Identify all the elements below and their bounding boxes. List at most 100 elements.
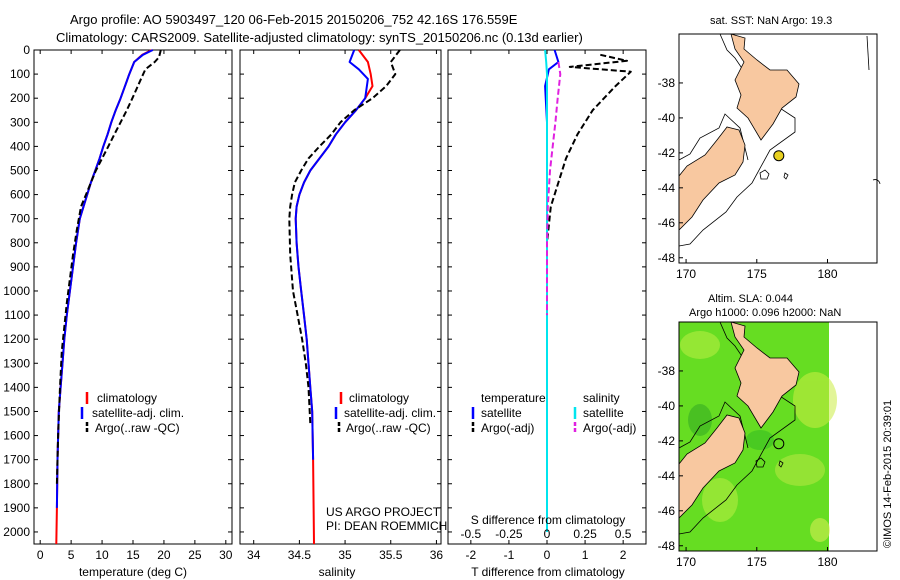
map-y-tick-label: -40 [658,111,676,125]
y-tick-label: 300 [10,115,30,129]
map-y-tick-label: -44 [658,181,676,195]
y-tick-label: 700 [10,212,30,226]
map-y-tick-label: -42 [658,434,676,448]
legend-label-climatology: climatology [349,391,409,405]
y-tick-label: 1400 [3,380,30,394]
map-x-tick-label: 175 [747,555,767,569]
south-island [678,414,746,519]
y-tick-label: 1300 [3,356,30,370]
x-tick-label: 0 [544,548,551,562]
s-diff-tick-label: 0.5 [615,527,632,541]
map-x-tick-label: 180 [817,555,837,569]
sst-map-chatham-outlines [759,169,881,185]
sst-map-panel: sat. SST: NaN Argo: 19.3 170 175 180 -38 -40… [658,15,881,281]
north-island [730,321,800,429]
y-tick-label: 800 [10,236,30,250]
legend-label-satellite-adj: satellite-adj. clim. [344,406,436,420]
x-tick-label: -1 [504,548,515,562]
x-tick-label: 1 [582,548,589,562]
x-tick-label: 34.5 [288,548,312,562]
salinity-plot-area: 34 34.5 35 35.5 36 [240,49,444,562]
series-climatology [294,49,374,545]
x-tick-label: 25 [188,548,202,562]
x-tick-label: 20 [157,548,171,562]
difference-plot-area: -2 -1 0 1 2 [448,49,646,562]
sst-float-marker [773,150,785,162]
salinity-legend: climatology satellite-adj. clim. Argo(..… [334,391,436,435]
sst-map-depth-contour [678,33,870,247]
difference-s-tick-labels: -0.5 -0.25 0 0.25 0.5 [461,527,632,541]
y-tick-label: 1600 [3,429,30,443]
sla-field-anomalies [680,331,837,542]
x-tick-label: 34 [247,548,261,562]
credit-project: US ARGO PROJECT [326,505,441,519]
temperature-panel: 0100200300400500600700800900100011001200… [3,43,233,579]
y-tick-label: 500 [10,163,30,177]
s-diff-tick-label: -0.25 [495,527,523,541]
legend-title-temperature: temperature [481,391,546,405]
x-tick-label: 35 [338,548,352,562]
sst-map-frame [678,33,878,264]
legend-label-s-satellite: satellite [583,406,624,420]
x-tick-label: 35.5 [379,548,403,562]
series-argo-raw-qc [55,49,162,484]
x-tick-label: 10 [95,548,109,562]
map-x-tick-label: 180 [817,267,837,281]
y-tick-label: 600 [10,188,30,202]
sst-map-land [678,33,800,231]
x-tick-label: 0 [37,548,44,562]
y-tick-label: 1500 [3,404,30,418]
y-tick-label: 1000 [3,284,30,298]
sla-map-frame [678,321,878,552]
difference-legend: temperature salinity satellite Argo(-adj… [471,391,636,435]
map-x-tick-label: 170 [676,555,696,569]
y-tick-label: 1200 [3,332,30,346]
figure-title-line-1: Argo profile: AO 5903497_120 06-Feb-2015… [70,12,518,27]
x-tick-label: 36 [430,548,444,562]
salinity-x-label: salinity [319,565,356,579]
map-y-tick-label: -38 [658,76,676,90]
y-tick-label: 900 [10,260,30,274]
sla-map-chatham-outlines [755,457,784,468]
y-tick-label: 400 [10,139,30,153]
series-salinity-argo-adj [546,61,562,316]
sla-map-title-line-1: Altim. SLA: 0.044 [708,293,793,305]
y-tick-label: 1800 [3,477,30,491]
s-diff-tick-label: -0.5 [461,527,482,541]
x-tick-label: 2 [620,548,627,562]
sst-map-background [679,34,877,263]
figure-title-line-2: Climatology: CARS2009. Satellite-adjuste… [56,30,583,45]
y-tick-label: 0 [23,43,30,57]
sla-map-land [678,321,800,519]
sst-map-axes: 170 175 180 -38 -40 -42 -44 -46 -48 [658,76,838,281]
sla-float-marker [773,438,785,450]
sla-map-panel: Altim. SLA: 0.044 Argo h1000: 0.096 h200… [658,293,878,569]
temperature-x-label: temperature (deg C) [79,565,187,579]
temperature-plot-area: 0100200300400500600700800900100011001200… [3,43,233,562]
salinity-plot-frame [239,49,442,545]
map-y-tick-label: -42 [658,146,676,160]
credit-pi: PI: DEAN ROEMMICH [326,519,447,533]
legend-label-s-argo: Argo(-adj) [583,421,636,435]
difference-panel: -2 -1 0 1 2 S difference from climatology -0… [447,49,647,579]
legend-label-argo: Argo(..raw -QC) [95,421,180,435]
map-y-tick-label: -44 [658,469,676,483]
series-salinity-satellite [544,49,548,532]
legend-label-satellite-adj: satellite-adj. clim. [92,406,184,420]
legend-title-salinity: salinity [583,391,620,405]
series-climatology [55,49,153,545]
map-y-tick-label: -48 [658,251,676,265]
temperature-plot-frame [33,49,233,545]
legend-label-climatology: climatology [97,391,157,405]
difference-x-label: T difference from climatology [471,565,625,579]
legend-label-t-argo: Argo(-adj) [481,421,534,435]
y-tick-label: 1700 [3,453,30,467]
x-tick-label: 5 [68,548,75,562]
salinity-panel: 34 34.5 35 35.5 36 salinity climatology sate… [239,49,447,579]
y-tick-label: 2000 [3,525,30,539]
sla-map-axes: 170 175 180 -38 -40 -42 -44 -46 -48 [658,364,838,569]
y-tick-label: 200 [10,91,30,105]
map-x-tick-label: 175 [747,267,767,281]
imos-watermark: ©IMOS 14-Feb-2015 20:39:01 [882,400,894,548]
